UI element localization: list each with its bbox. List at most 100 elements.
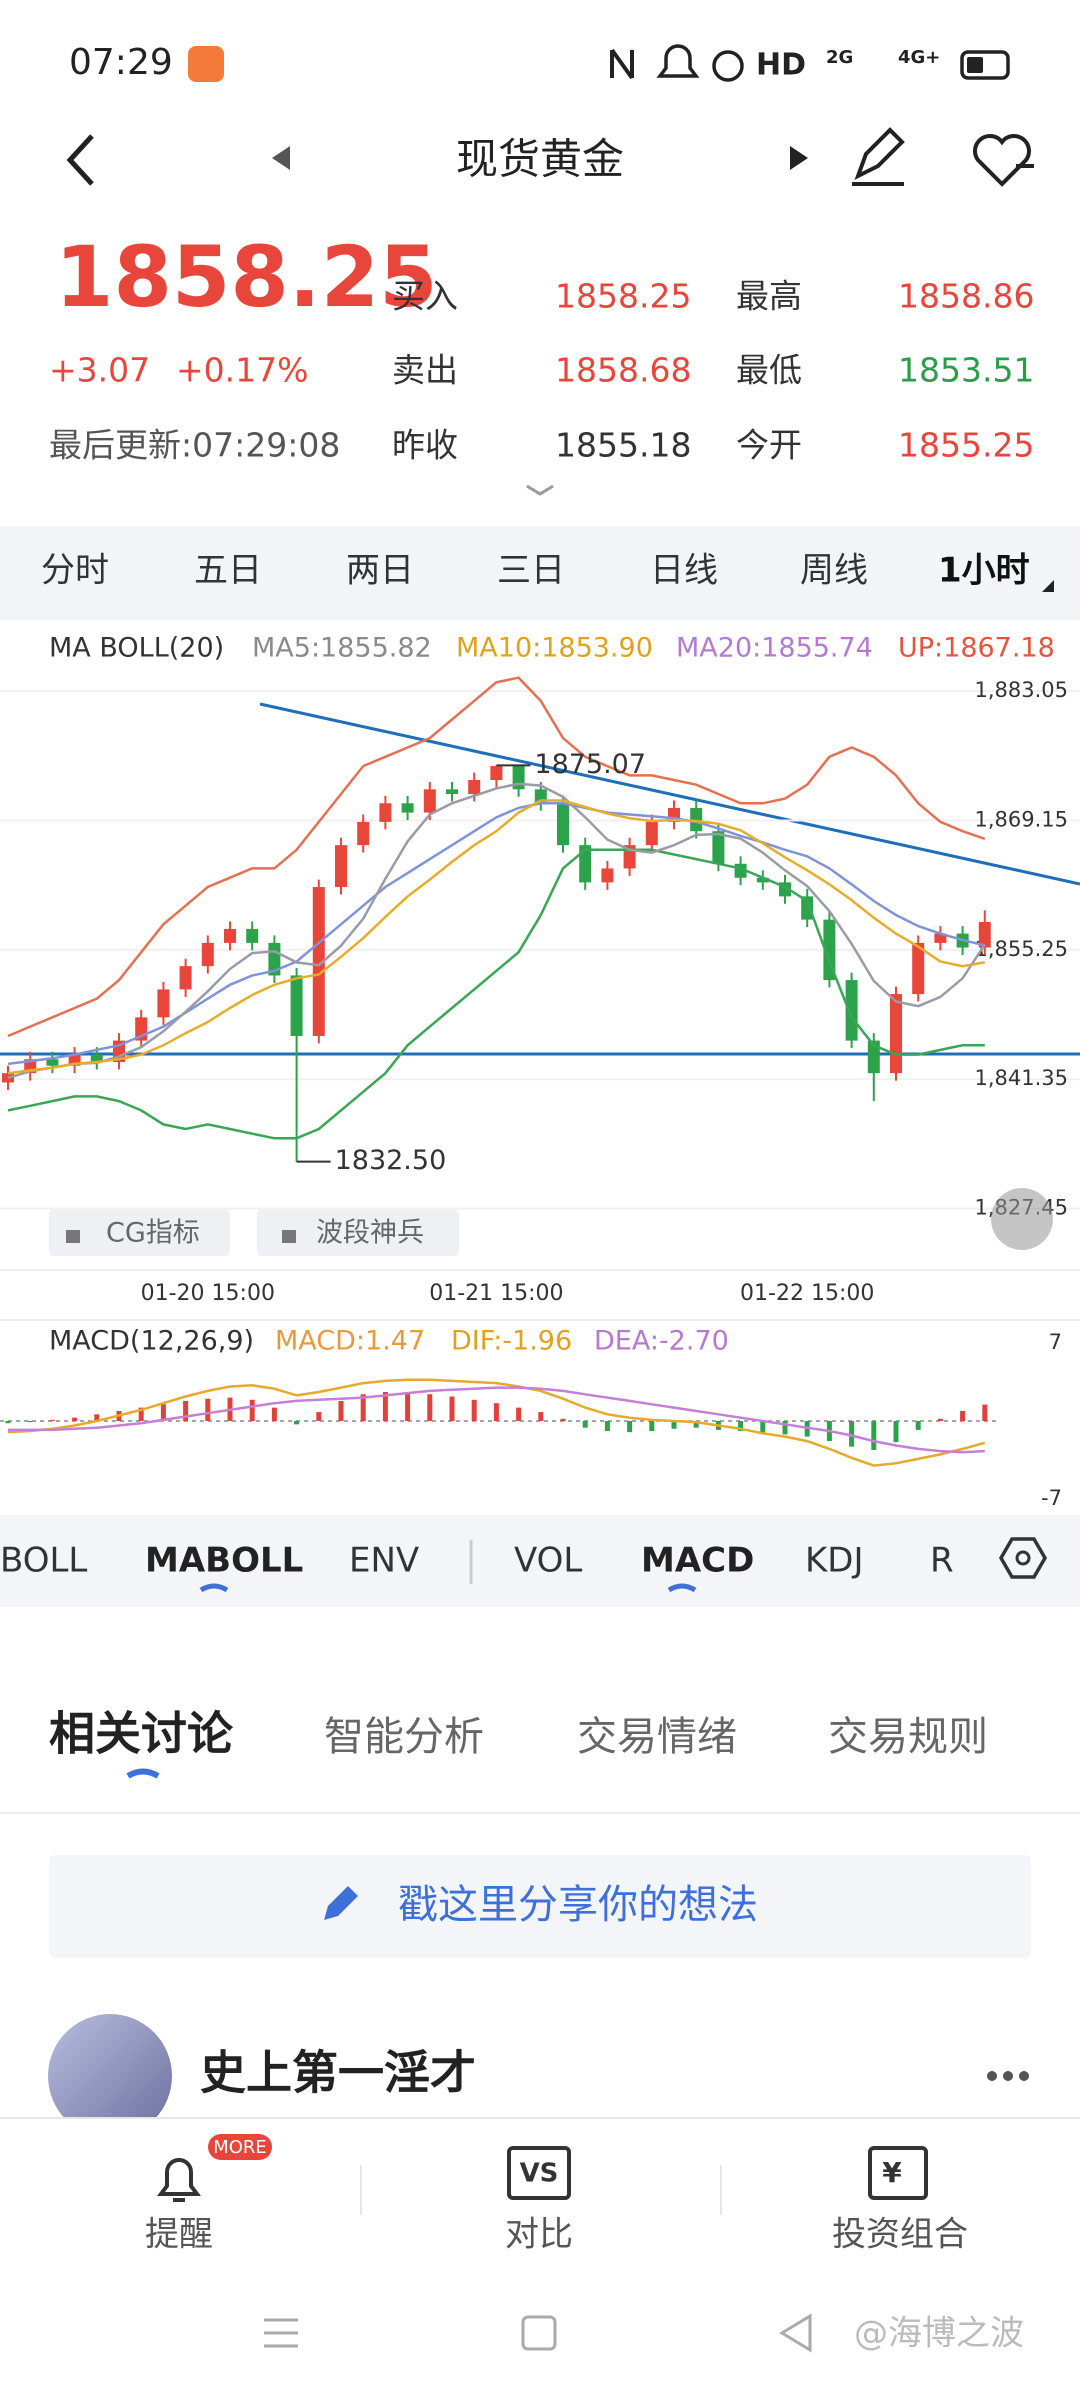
macd-bar — [316, 1412, 322, 1421]
x-tick-label: 01-20 15:00 — [141, 1281, 275, 1306]
field-value: 1853.51 — [898, 351, 1034, 390]
wave-label: 波段神兵 — [316, 1218, 424, 1249]
period-tab[interactable]: 三日 — [497, 551, 565, 591]
edit-button[interactable] — [852, 127, 905, 186]
candle-body — [312, 887, 325, 1036]
legend-entry: MA10:1853.90 — [456, 633, 653, 664]
candle-body — [756, 877, 769, 883]
watermark: @海博之波 — [854, 2314, 1024, 2354]
candle-body — [912, 942, 925, 995]
prev-button[interactable] — [272, 146, 290, 170]
field-label: 买入 — [392, 277, 458, 316]
avatar[interactable] — [48, 2014, 172, 2138]
expand-button[interactable] — [526, 484, 554, 496]
macd-bar — [893, 1421, 899, 1443]
macd-bar — [604, 1421, 610, 1432]
indicator-tab[interactable]: VOL — [514, 1541, 582, 1581]
macd-bar — [360, 1394, 366, 1421]
discussion-tab[interactable]: 交易规则 — [828, 1714, 988, 1760]
y-tick-label: 1,841.35 — [974, 1066, 1068, 1090]
candle-body — [579, 845, 592, 883]
candle-body — [246, 928, 259, 943]
nav-label[interactable]: 对比 — [505, 2215, 573, 2255]
change-pct: +0.17% — [176, 351, 308, 390]
field-label: 今开 — [736, 426, 802, 465]
candle-body — [335, 845, 347, 888]
draw-tool-button[interactable] — [991, 1188, 1053, 1250]
wave-button[interactable] — [257, 1210, 459, 1256]
macd-bar — [693, 1421, 699, 1428]
indicator-tab-active[interactable]: MACD — [641, 1541, 754, 1581]
change: +3.07 — [49, 351, 150, 390]
indicator-bar — [0, 1515, 1080, 1607]
home-key[interactable] — [521, 2315, 557, 2351]
alert-icon[interactable] — [157, 2158, 201, 2202]
period-tab-active[interactable]: 1小时 — [938, 551, 1030, 591]
candle-body — [690, 807, 703, 832]
candle-body — [934, 933, 947, 943]
menu-key[interactable] — [264, 2318, 298, 2348]
field-label: 昨收 — [392, 426, 458, 465]
indicator-tab-active[interactable]: MABOLL — [145, 1541, 303, 1581]
period-tab[interactable]: 两日 — [346, 551, 414, 591]
period-tab[interactable]: 周线 — [800, 551, 868, 591]
period-bar — [0, 526, 1080, 620]
macd-bar — [937, 1418, 943, 1421]
discussion-tab[interactable]: 交易情绪 — [577, 1714, 737, 1760]
settings-button[interactable] — [998, 1537, 1048, 1579]
indicator-line — [7, 782, 986, 1079]
discussion-tab[interactable]: 智能分析 — [324, 1714, 484, 1760]
macd-line — [8, 1386, 985, 1454]
period-tab[interactable]: 分时 — [41, 551, 109, 591]
macd-bar — [72, 1417, 78, 1421]
indicator-tab[interactable]: ENV — [349, 1541, 419, 1581]
compare-icon[interactable] — [507, 2146, 571, 2200]
candle-body — [179, 966, 192, 990]
cg-button[interactable] — [49, 1210, 230, 1256]
discussion-tab-active[interactable]: 相关讨论 — [49, 1707, 234, 1761]
candle-body — [290, 975, 303, 1036]
indicator-tab[interactable]: BOLL — [0, 1541, 87, 1581]
battery — [960, 50, 1010, 80]
badge-text: MORE — [213, 2137, 267, 2158]
macd-bar — [627, 1421, 633, 1433]
candle-body — [490, 766, 503, 781]
portfolio-icon[interactable] — [868, 2146, 928, 2200]
indicator-tab[interactable]: R — [930, 1541, 954, 1581]
legend-entry: MACD:1.47 — [275, 1326, 425, 1357]
field-label: 最低 — [736, 351, 802, 390]
nav-label[interactable]: 提醒 — [145, 2215, 213, 2255]
candle-body — [90, 1054, 103, 1063]
macd-bar — [960, 1410, 966, 1421]
candle-body — [379, 803, 392, 822]
y-tick-label: -7 — [1041, 1486, 1062, 1510]
back-button[interactable] — [66, 134, 94, 186]
period-tab[interactable]: 日线 — [650, 551, 718, 591]
status-time: 07:29 — [69, 42, 173, 83]
back-key[interactable] — [779, 2313, 812, 2353]
period-tab[interactable]: 五日 — [194, 551, 262, 591]
indicator-tab[interactable]: KDJ — [805, 1541, 864, 1581]
macd-bar — [449, 1396, 455, 1421]
candle-body — [46, 1059, 59, 1066]
favorite-button[interactable] — [973, 134, 1034, 187]
page-title: 现货黄金 — [456, 135, 624, 184]
mute-icon — [656, 44, 700, 78]
indicator-line — [7, 799, 986, 1075]
legend-entry: MA BOLL(20) — [49, 633, 224, 664]
candle-body — [357, 821, 370, 846]
next-button[interactable] — [790, 146, 808, 170]
more-button[interactable] — [987, 2071, 1029, 2081]
author: 史上第一淫才 — [200, 2046, 476, 2100]
status-hd: HD — [756, 48, 806, 83]
lock-icon — [282, 1230, 296, 1243]
x-tick-label: 01-22 15:00 — [740, 1281, 874, 1306]
field-value: 1855.25 — [898, 426, 1034, 465]
legend-entry: MA20:1855.74 — [676, 633, 873, 664]
nav-label[interactable]: 投资组合 — [832, 2215, 968, 2255]
period-menu[interactable] — [1042, 580, 1054, 592]
composer[interactable] — [49, 1855, 1031, 1958]
macd-bar — [338, 1400, 344, 1421]
